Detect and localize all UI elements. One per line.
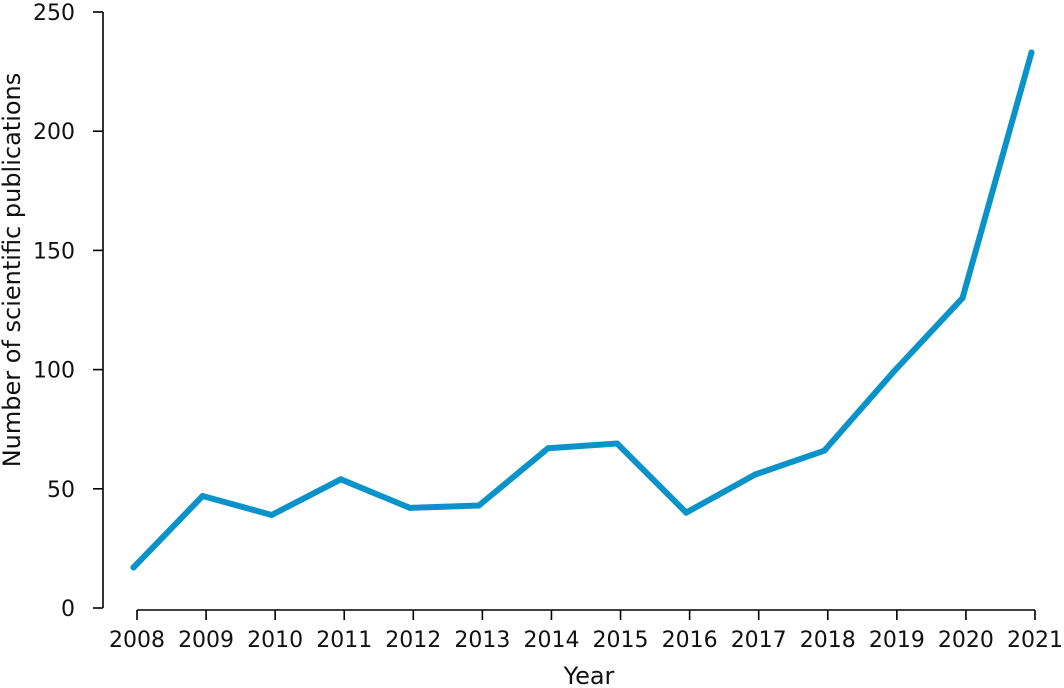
x-tick-label: 2021 — [1007, 628, 1063, 653]
data-point — [890, 368, 897, 375]
data-point — [614, 440, 621, 447]
y-tick-label: 150 — [33, 239, 75, 264]
data-point — [683, 509, 690, 516]
x-tick-label: 2017 — [731, 628, 787, 653]
y-tick-label: 200 — [33, 120, 75, 145]
x-tick-label: 2012 — [385, 628, 441, 653]
y-tick-label: 0 — [61, 597, 75, 622]
data-point — [337, 476, 344, 483]
data-point — [1028, 49, 1035, 56]
data-point — [821, 447, 828, 454]
x-tick-label: 2020 — [938, 628, 994, 653]
data-point — [475, 502, 482, 509]
data-point — [959, 295, 966, 302]
y-axis-title: Number of scientific publications — [0, 73, 26, 468]
x-tick-label: 2013 — [454, 628, 510, 653]
x-axis: 2008 2009 2010 2011 2012 2013 2014 2015 2016 2017… — [109, 609, 1063, 653]
data-point — [199, 492, 206, 499]
x-tick-label: 2019 — [869, 628, 925, 653]
x-tick-label: 2016 — [662, 628, 718, 653]
data-point — [406, 504, 413, 511]
data-point — [268, 512, 275, 519]
data-point — [545, 445, 552, 452]
series-line — [130, 49, 1035, 571]
y-tick-label: 50 — [47, 478, 75, 503]
data-point — [130, 564, 137, 571]
x-tick-label: 2018 — [800, 628, 856, 653]
x-axis-title: Year — [563, 662, 615, 688]
x-tick-label: 2010 — [247, 628, 303, 653]
data-point — [752, 471, 759, 478]
x-tick-label: 2014 — [523, 628, 579, 653]
plot-series — [130, 49, 1035, 571]
x-tick-label: 2015 — [593, 628, 649, 653]
y-axis: 0 50 100 150 200 250 — [33, 1, 104, 622]
y-tick-label: 100 — [33, 359, 75, 384]
x-tick-label: 2009 — [178, 628, 234, 653]
y-tick-label: 250 — [33, 1, 75, 26]
x-tick-label: 2011 — [316, 628, 372, 653]
x-tick-label: 2008 — [109, 628, 165, 653]
